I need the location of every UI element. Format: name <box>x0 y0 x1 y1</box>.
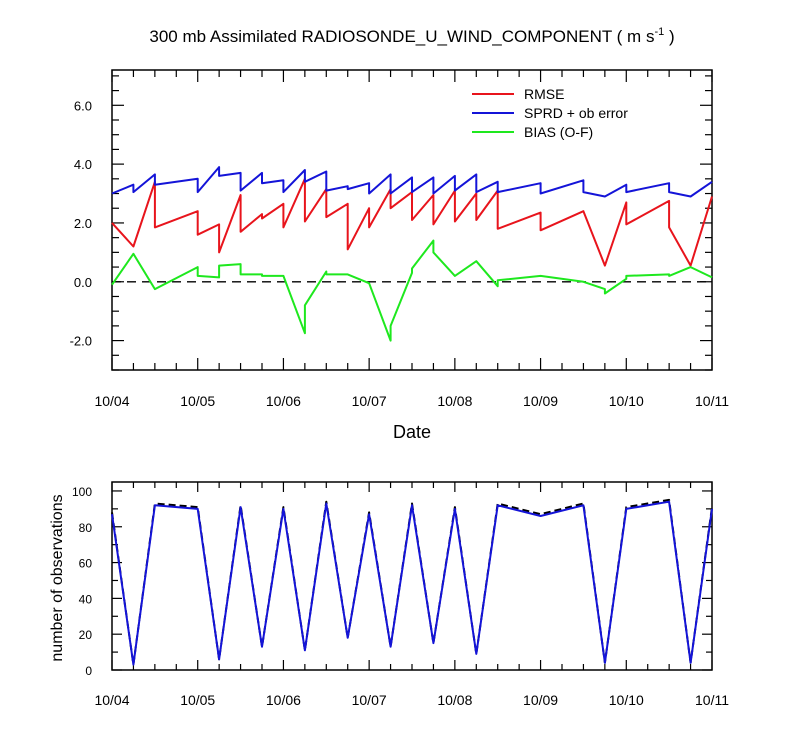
top-y-tick-label: 4.0 <box>74 157 92 172</box>
bottom-x-tick-label: 10/11 <box>695 692 729 708</box>
top-panel: 10/04 10/05 10/06 10/07 10/08 10/09 10/10 10/11… <box>70 69 729 409</box>
top-x-tick-label: 10/10 <box>609 393 644 409</box>
top-x-tick-label: 10/07 <box>352 393 387 409</box>
top-x-tick-label: 10/06 <box>266 393 301 409</box>
bottom-series-observations-possible <box>111 498 713 666</box>
bottom-x-tick-label: 10/09 <box>523 692 558 708</box>
top-y-tick-label: -2.0 <box>70 334 92 349</box>
top-legend: RMSE SPRD + ob error BIAS (O-F) <box>472 86 628 140</box>
top-y-tick-label: 6.0 <box>74 98 92 113</box>
top-series-rmse <box>111 177 713 267</box>
bottom-y-tick-label: 0 <box>85 664 92 678</box>
bottom-x-tick-label: 10/04 <box>94 692 129 708</box>
bottom-x-tick-label: 10/06 <box>266 692 301 708</box>
chart-title: 300 mb Assimilated RADIOSONDE_U_WIND_COM… <box>149 26 674 46</box>
top-series-sprd-ob-error <box>111 166 713 198</box>
chart-title-superscript: -1 <box>654 26 664 38</box>
bottom-y-tick-label: 40 <box>79 592 93 606</box>
bottom-x-tick-label: 10/08 <box>437 692 472 708</box>
chart-title-text: 300 mb Assimilated RADIOSONDE_U_WIND_COM… <box>149 27 654 46</box>
chart-title-tail: ) <box>664 27 674 46</box>
top-y-tick-label: 0.0 <box>74 275 92 290</box>
bottom-series-observations-used <box>111 500 713 666</box>
top-x-axis-label: Date <box>393 422 431 442</box>
top-y-tick-label: 2.0 <box>74 216 92 231</box>
legend-label: BIAS (O-F) <box>524 124 593 140</box>
bottom-x-tick-label: 10/07 <box>352 692 387 708</box>
top-x-tick-label: 10/05 <box>180 393 215 409</box>
top-series-bias-o-f <box>111 239 713 342</box>
legend-label: SPRD + ob error <box>524 105 628 121</box>
bottom-y-tick-label: 80 <box>79 521 93 535</box>
bottom-panel: 10/04 10/05 10/06 10/07 10/08 10/09 10/10 10/11… <box>72 481 729 708</box>
legend-label: RMSE <box>524 86 564 102</box>
top-x-tick-label: 10/11 <box>695 393 729 409</box>
bottom-x-tick-label: 10/10 <box>609 692 644 708</box>
bottom-y-tick-label: 100 <box>72 485 92 499</box>
bottom-y-tick-label: 60 <box>79 557 93 571</box>
bottom-x-tick-label: 10/05 <box>180 692 215 708</box>
top-x-tick-label: 10/09 <box>523 393 558 409</box>
top-x-tick-label: 10/08 <box>437 393 472 409</box>
top-x-tick-label: 10/04 <box>94 393 129 409</box>
bottom-y-tick-label: 20 <box>79 628 93 642</box>
bottom-y-axis-label: number of observations <box>49 494 66 661</box>
